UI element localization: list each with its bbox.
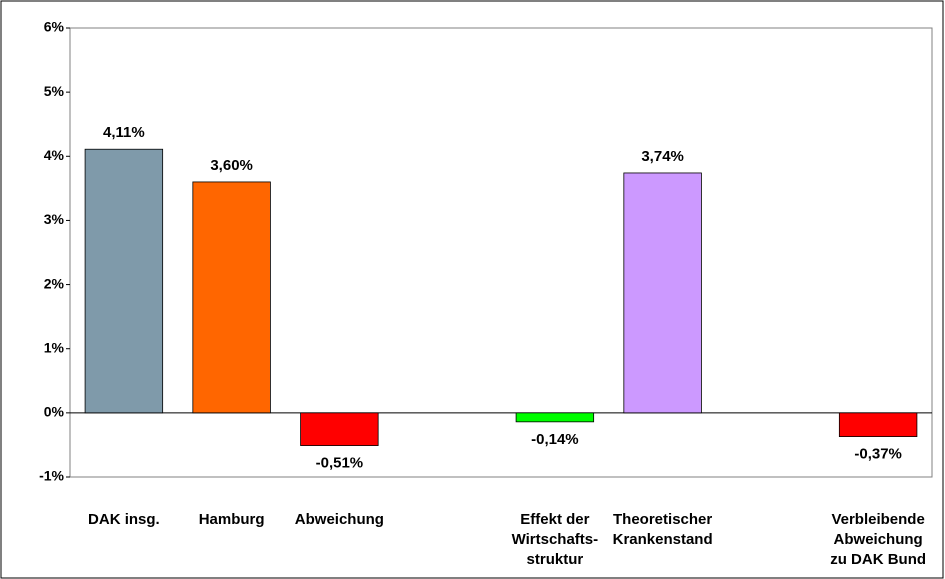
bar [623,172,702,414]
value-label: 3,60% [210,157,253,174]
x-tick-label: Effekt der [520,511,589,528]
x-tick-label: DAK insg. [88,511,160,528]
y-tick-label: 4% [44,147,65,163]
x-tick-label: Theoretischer [613,511,712,528]
bar [838,412,918,437]
y-tick-label: 5% [44,83,65,99]
x-tick-label: Verbleibende [831,511,924,528]
plot-area [69,27,933,478]
bar [300,412,379,446]
bar [515,412,595,423]
x-tick-label: struktur [527,551,584,568]
y-tick-label: -1% [39,468,64,484]
x-tick-label: Abweichung [834,531,923,548]
y-tick-label: 2% [44,275,65,291]
value-label: 4,11% [103,124,145,141]
bar [84,148,164,414]
y-tick-label: 3% [44,211,65,227]
value-label: -0,37% [854,446,902,463]
x-tick-label: Krankenstand [613,531,713,548]
x-tick-label: Hamburg [199,511,265,528]
x-tick-label: Abweichung [295,511,384,528]
value-label: 3,74% [641,148,684,165]
y-tick-label: 0% [44,404,65,420]
bar [192,181,271,414]
y-tick-label: 1% [44,339,65,355]
value-label: -0,51% [316,455,364,472]
x-tick-label: Wirtschafts- [512,531,599,548]
y-tick-label: 6% [44,19,65,35]
x-tick-label: zu DAK Bund [830,551,926,568]
value-label: -0,14% [531,431,579,448]
